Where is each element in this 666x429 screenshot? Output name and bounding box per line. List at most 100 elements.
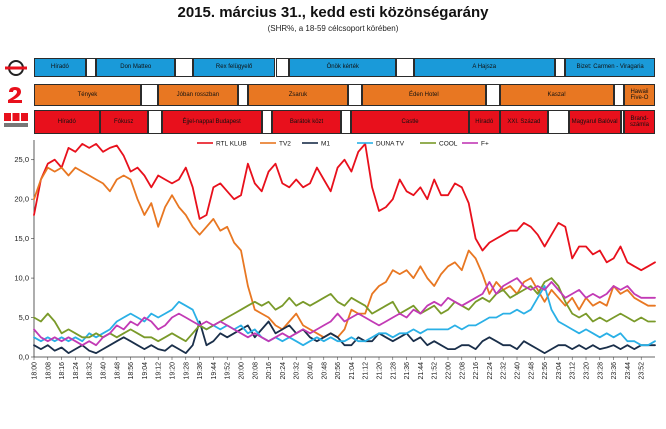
schedule-program: Jóban rosszban (158, 84, 238, 106)
schedule-program: Bizet: Carmen - Viragaria (565, 58, 655, 77)
x-tick-label: 22:08 (459, 362, 466, 380)
x-tick-label: 18:56 (128, 362, 135, 380)
y-tick-label: 0,0 (19, 353, 29, 362)
schedule-gap (396, 58, 414, 77)
schedule-program: Éden Hotel (361, 84, 486, 106)
schedule-program: Barátok közt (272, 110, 342, 134)
x-tick-label: 21:20 (377, 362, 384, 380)
x-tick-label: 19:12 (156, 362, 163, 380)
schedule-program: Zsaruk (247, 84, 348, 106)
schedule-program: XXI. Század (499, 110, 549, 134)
y-tick-label: 5,0 (19, 313, 29, 322)
x-tick-label: 23:36 (611, 362, 618, 380)
legend-label: DUNA TV (376, 140, 405, 147)
x-tick-label: 22:00 (446, 362, 453, 380)
schedule-gap (485, 84, 500, 106)
x-tick-label: 23:28 (597, 362, 604, 380)
x-tick-label: 22:32 (501, 362, 508, 380)
x-tick-label: 19:36 (197, 362, 204, 380)
x-tick-label: 21:36 (404, 362, 411, 380)
series-line-f- (33, 277, 656, 347)
rtl-klub-logo-icon (4, 113, 28, 127)
y-tick-label: 15,0 (14, 234, 29, 243)
schedule-program: Brand-számla (623, 110, 655, 134)
x-tick-label: 19:20 (170, 362, 177, 380)
series-line-rtl-klub (33, 142, 656, 272)
legend-label: TV2 (279, 140, 291, 147)
x-tick-label: 22:16 (473, 362, 480, 380)
x-tick-label: 20:16 (266, 362, 273, 380)
x-tick-label: 19:28 (183, 362, 190, 380)
x-tick-label: 18:00 (32, 362, 39, 380)
schedule-gap (554, 58, 566, 77)
schedule-gap (85, 58, 97, 77)
x-tick-label: 18:48 (114, 362, 121, 380)
series-line-m1 (33, 320, 656, 355)
schedule-program: Rex felügyelő (192, 58, 276, 77)
schedule-program: Éjjel-nappal Budapest (161, 110, 262, 134)
x-tick-label: 20:00 (239, 362, 246, 380)
schedule-program: Híradó (34, 110, 100, 134)
chart-subtitle: (SHR%, a 18-59 célcsoport körében) (267, 24, 399, 33)
schedule-program: Castle (351, 110, 469, 134)
schedule-program: Fókusz (99, 110, 148, 134)
x-tick-label: 22:48 (528, 362, 535, 380)
schedule-program: Magyarul Balóval (568, 110, 621, 134)
tv2-logo-icon (8, 87, 22, 103)
x-tick-label: 21:12 (363, 362, 370, 380)
y-tick-label: 20,0 (14, 195, 29, 204)
series-line-duna-tv (33, 285, 656, 347)
x-tick-label: 23:12 (570, 362, 577, 380)
schedule-gap (341, 110, 352, 134)
m1-logo-icon (5, 60, 27, 76)
legend-label: M1 (321, 140, 330, 147)
x-tick-label: 20:48 (321, 362, 328, 380)
x-tick-label: 23:52 (639, 362, 646, 380)
legend-label: RTL KLUB (216, 140, 247, 147)
chart-title: 2015. március 31., kedd esti közönségará… (177, 4, 489, 21)
x-tick-label: 18:40 (101, 362, 108, 380)
x-tick-label: 20:32 (294, 362, 301, 380)
schedule-program: Don Matteo (96, 58, 176, 77)
schedule-program: A Hajsza (413, 58, 555, 77)
x-tick-label: 18:24 (73, 362, 80, 380)
schedule-program: Híradó (468, 110, 500, 134)
x-tick-label: 22:56 (542, 362, 549, 380)
x-tick-label: 19:52 (225, 362, 232, 380)
series-line-tv2 (33, 166, 656, 339)
schedule-gap (548, 110, 569, 134)
x-tick-label: 20:40 (308, 362, 315, 380)
schedule-gap (347, 84, 362, 106)
x-tick-label: 21:52 (432, 362, 439, 380)
x-tick-label: 21:04 (349, 362, 356, 380)
schedule-gap (613, 84, 624, 106)
x-tick-label: 18:16 (59, 362, 66, 380)
schedule-program: Kasza! (499, 84, 614, 106)
x-tick-label: 20:56 (335, 362, 342, 380)
x-tick-label: 18:08 (45, 362, 52, 380)
x-tick-label: 21:44 (418, 362, 425, 380)
schedule-program: Önök kérték (289, 58, 397, 77)
x-tick-label: 19:04 (142, 362, 149, 380)
x-tick-label: 20:08 (252, 362, 259, 380)
schedule-gap (237, 84, 248, 106)
x-tick-label: 23:44 (625, 362, 632, 380)
x-tick-label: 18:32 (87, 362, 94, 380)
series-line-cool (33, 277, 656, 343)
schedule-program: Híradó (34, 58, 86, 77)
program-schedule: Híradó Don Matteo Rex felügyelő Önök kérték… (0, 0, 666, 140)
schedule-gap (140, 84, 159, 106)
legend-label: F+ (481, 140, 489, 147)
x-tick-label: 22:40 (515, 362, 522, 380)
schedule-gap (620, 110, 624, 134)
x-tick-label: 21:28 (390, 362, 397, 380)
schedule-gap (275, 58, 290, 77)
x-tick-label: 20:24 (280, 362, 287, 380)
x-tick-label: 22:24 (487, 362, 494, 380)
legend-label: COOL (439, 140, 458, 147)
x-tick-label: 23:20 (584, 362, 591, 380)
y-tick-label: 25,0 (14, 155, 29, 164)
y-tick-label: 10,0 (14, 274, 29, 283)
schedule-gap (175, 58, 193, 77)
